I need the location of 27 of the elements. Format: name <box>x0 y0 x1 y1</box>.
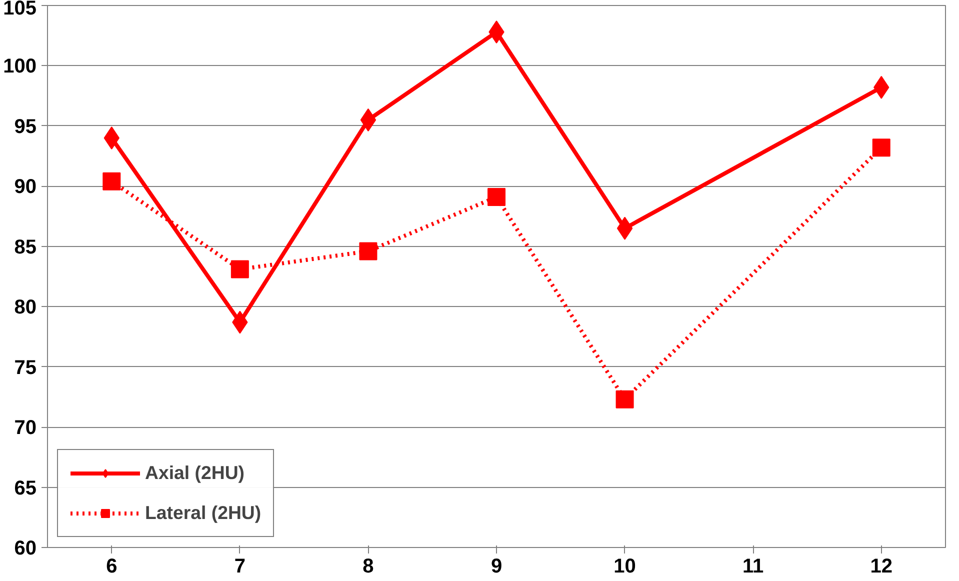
y-tick-label: 70 <box>14 417 37 440</box>
y-tick-label: 85 <box>14 236 37 258</box>
x-tick-label: 8 <box>362 556 374 578</box>
y-tick-label: 95 <box>14 116 37 138</box>
y-tick-label: 90 <box>14 176 37 198</box>
y-tick-label: 75 <box>14 356 37 379</box>
x-tick-label: 6 <box>106 556 118 578</box>
y-tick-label: 100 <box>3 56 37 78</box>
y-tick-label: 105 <box>3 0 37 20</box>
x-tick-label: 7 <box>234 556 246 578</box>
legend-label: Axial (2HU) <box>145 462 245 484</box>
y-tick-label: 60 <box>14 538 37 560</box>
point <box>616 216 633 240</box>
y-tick-label: 80 <box>14 296 37 319</box>
x-tick-label: 11 <box>742 556 764 578</box>
x-tick-label: 9 <box>490 556 502 578</box>
point <box>488 188 506 206</box>
point <box>872 138 890 157</box>
point <box>616 390 634 408</box>
point <box>360 108 376 132</box>
x-tick-label: 12 <box>870 556 892 578</box>
legend-label: Lateral (2HU) <box>145 502 262 524</box>
x-tick-label: 10 <box>614 556 636 578</box>
y-tick-label: 65 <box>14 477 37 500</box>
point <box>102 172 121 190</box>
point <box>230 260 249 278</box>
point <box>359 242 378 260</box>
